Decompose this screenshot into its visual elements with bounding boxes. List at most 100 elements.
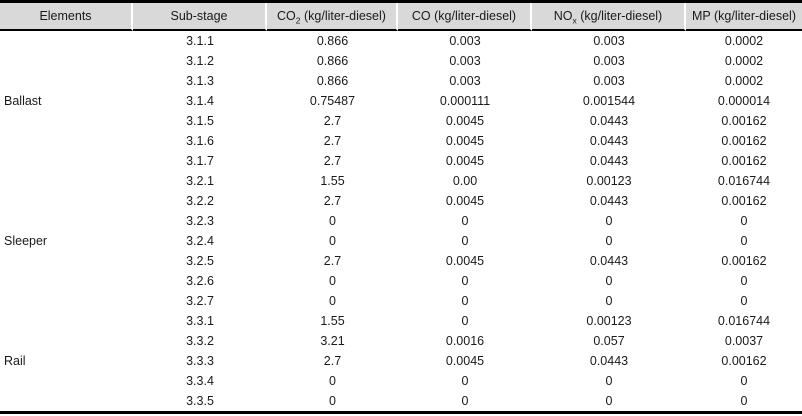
substage-cell: 3.2.4: [186, 234, 214, 248]
value-cell: 0.0037: [724, 334, 764, 348]
value-cell: 0: [740, 234, 748, 248]
value-cell: 0.0443: [589, 354, 629, 368]
substage-cell: 3.2.6: [186, 274, 214, 288]
value-cell: 2.7: [323, 134, 342, 148]
substage-cell: 3.1.5: [186, 114, 214, 128]
value-cell: 0.00162: [721, 194, 767, 208]
table-row: 3.1.7 2.7 0.0045 0.0443 0.00162: [0, 151, 802, 171]
table-row: 3.2.4 0 0 0 0: [0, 231, 802, 251]
value-cell: 0: [461, 234, 469, 248]
value-cell: 1.55: [320, 314, 345, 328]
value-cell: 0.0443: [589, 114, 629, 128]
value-cell: 0: [329, 394, 336, 408]
substage-cell: 3.1.2: [186, 54, 214, 68]
substage-cell: 3.3.4: [186, 374, 214, 388]
value-cell: 0: [740, 294, 748, 308]
value-cell: 0.0045: [445, 154, 485, 168]
column-header-sub-stage: Sub-stage: [133, 3, 267, 31]
value-cell: 0.00162: [721, 134, 767, 148]
substage-cell: 3.2.5: [186, 254, 214, 268]
value-cell: 0: [329, 234, 336, 248]
table-row: Ballast 3.1.1 0.866 0.003 0.003 0.0002: [0, 31, 802, 108]
value-cell: 0.016744: [717, 174, 771, 188]
column-header-co2: CO2 (kg/liter-diesel): [267, 3, 398, 31]
value-cell: 0.0045: [445, 114, 485, 128]
table-row: Rail 3.3.1 1.55 0 0.00123 0.016744: [0, 311, 802, 368]
value-cell: 0.003: [593, 74, 625, 88]
table-row: 3.2.7 0 0 0 0: [0, 291, 802, 311]
value-cell: 1.55: [320, 174, 345, 188]
value-cell: 0.0002: [724, 74, 764, 88]
substage-cell: 3.1.6: [186, 134, 214, 148]
table-row: 3.1.3 0.866 0.003 0.003 0.0002: [0, 71, 802, 91]
column-header-elements: Elements: [0, 3, 133, 31]
column-header-co: CO (kg/liter-diesel): [398, 3, 532, 31]
substage-cell: 3.3.1: [186, 314, 214, 328]
value-cell: 0.866: [316, 74, 349, 88]
table-row: 3.2.2 2.7 0.0045 0.0443 0.00162: [0, 191, 802, 211]
value-cell: 0.00: [452, 174, 478, 188]
table-row: 3.1.2 0.866 0.003 0.003 0.0002: [0, 51, 802, 71]
value-cell: 0: [605, 374, 613, 388]
value-cell: 0: [605, 394, 613, 408]
value-cell: 0.003: [593, 34, 625, 48]
subscript: x: [572, 15, 577, 26]
value-cell: 0.003: [449, 34, 481, 48]
value-cell: 0.0045: [445, 254, 485, 268]
value-cell: 0.003: [449, 54, 481, 68]
value-cell: 0.0443: [589, 194, 629, 208]
value-cell: 0.0045: [445, 354, 485, 368]
table-row: 3.3.5 0 0 0 0: [0, 391, 802, 411]
table-row: Sleeper 3.2.1 1.55 0.00 0.00123 0.016744: [0, 171, 802, 248]
table-header: Elements Sub-stage CO2 (kg/liter-diesel) CO…: [0, 3, 802, 31]
value-cell: 0: [461, 274, 469, 288]
value-cell: 0.75487: [309, 94, 356, 108]
value-cell: 0.003: [593, 54, 625, 68]
value-cell: 0.0002: [724, 54, 764, 68]
table-row: 3.1.6 2.7 0.0045 0.0443 0.00162: [0, 131, 802, 151]
value-cell: 0: [461, 214, 469, 228]
value-cell: 0.000014: [717, 94, 771, 108]
value-cell: 0.016744: [717, 314, 771, 328]
value-cell: 0.000111: [439, 94, 491, 108]
table-row: 3.2.6 0 0 0 0: [0, 271, 802, 291]
value-cell: 0.0002: [724, 34, 764, 48]
value-cell: 0: [740, 274, 748, 288]
value-cell: 2.7: [323, 194, 342, 208]
value-cell: 0.00162: [721, 154, 767, 168]
value-cell: 0: [461, 394, 469, 408]
substage-cell: 3.1.1: [186, 34, 214, 48]
value-cell: 0.0443: [589, 134, 629, 148]
value-cell: 0.00162: [721, 254, 767, 268]
value-cell: 0.866: [316, 34, 349, 48]
substage-cell: 3.2.2: [186, 194, 214, 208]
value-cell: 0: [461, 374, 469, 388]
value-cell: 2.7: [323, 154, 342, 168]
value-cell: 0: [461, 294, 469, 308]
value-cell: 0.0443: [589, 154, 629, 168]
value-cell: 3.21: [320, 334, 345, 348]
value-cell: 0: [740, 374, 748, 388]
value-cell: 0.866: [316, 54, 349, 68]
column-header-nox: NOx (kg/liter-diesel): [532, 3, 686, 31]
substage-cell: 3.1.4: [186, 94, 214, 108]
value-cell: 0.00123: [586, 174, 632, 188]
element-cell: Sleeper: [4, 234, 48, 248]
substage-cell: 3.1.7: [186, 154, 214, 168]
table-row: 3.1.5 2.7 0.0045 0.0443 0.00162: [0, 111, 802, 131]
value-cell: 0: [740, 214, 748, 228]
value-cell: 0.003: [449, 74, 481, 88]
value-cell: 0: [605, 214, 613, 228]
substage-cell: 3.3.5: [186, 394, 214, 408]
value-cell: 0: [329, 214, 336, 228]
substage-cell: 3.3.2: [186, 334, 214, 348]
substage-cell: 3.2.1: [186, 174, 214, 188]
value-cell: 0: [605, 294, 613, 308]
value-cell: 0.001544: [582, 94, 636, 108]
value-cell: 0.057: [593, 334, 625, 348]
value-cell: 0.00162: [721, 114, 767, 128]
element-cell: Ballast: [4, 94, 42, 108]
element-cell: Rail: [4, 354, 26, 368]
subscript: 2: [295, 15, 301, 26]
